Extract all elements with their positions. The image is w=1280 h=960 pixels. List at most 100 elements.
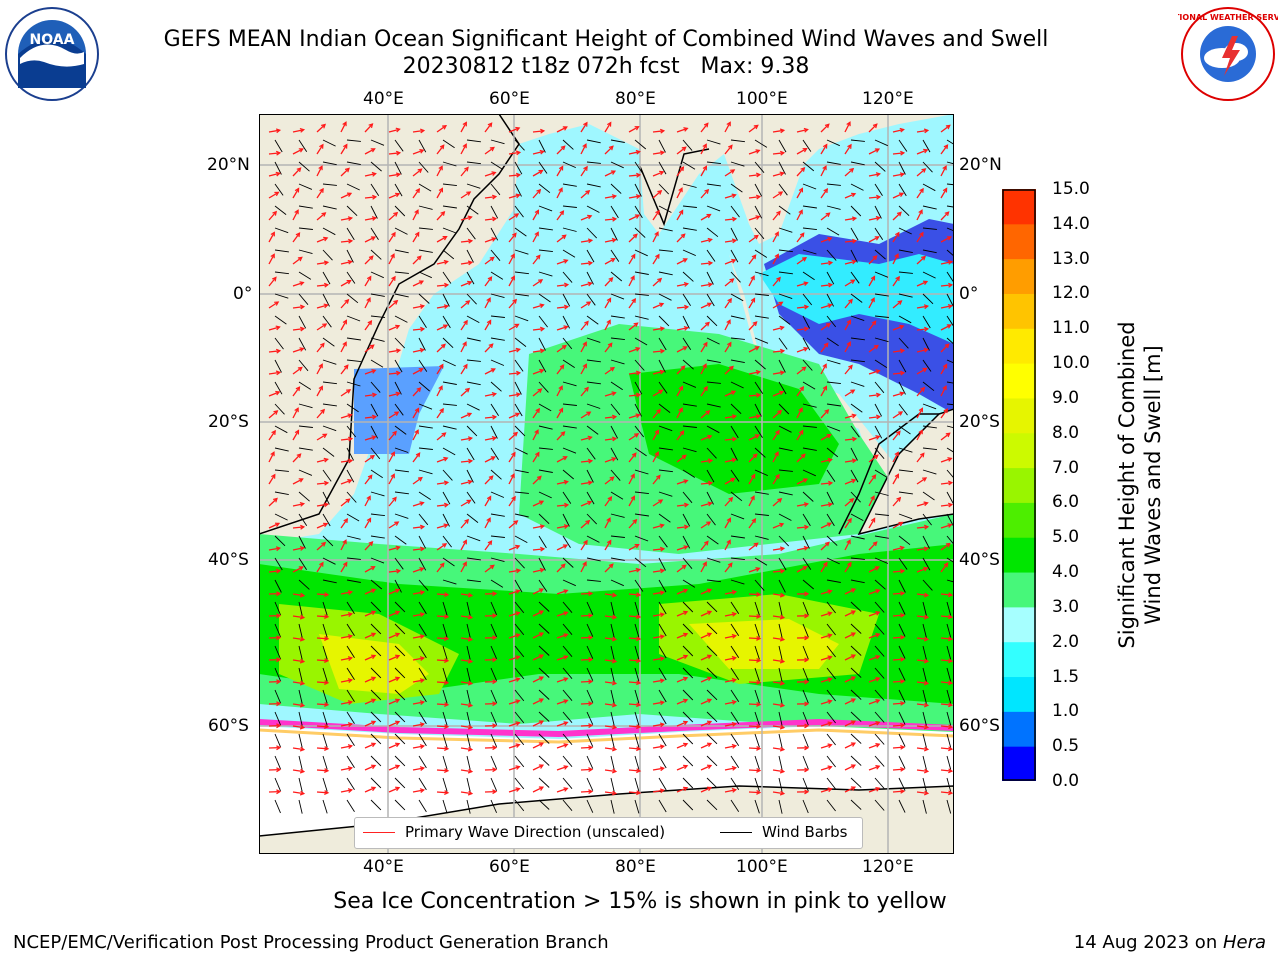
wave-direction-arrow [532, 588, 544, 595]
wind-barb [586, 579, 601, 582]
wave-direction-arrowhead [583, 539, 588, 545]
wave-direction-arrowhead [659, 546, 666, 552]
wind-barb [778, 337, 788, 350]
wind-barb [562, 711, 573, 723]
wave-direction-arrow [484, 540, 493, 551]
wind-barb [754, 601, 760, 616]
wave-direction-arrow [892, 724, 905, 727]
wind-barb [634, 161, 644, 174]
wave-direction-arrowhead [587, 435, 593, 441]
wind-barb [802, 205, 817, 209]
wind-barb [946, 447, 954, 453]
wave-direction-arrowhead [827, 677, 833, 683]
wind-barb [826, 315, 837, 328]
wave-direction-arrowhead [923, 680, 930, 686]
wave-direction-arrowhead [899, 324, 905, 330]
wave-direction-arrow [388, 253, 395, 265]
wind-barb [802, 469, 816, 477]
wave-direction-arrow [580, 215, 592, 221]
wind-barb [850, 205, 862, 217]
wave-direction-arrowhead [464, 518, 470, 524]
wind-barb [514, 447, 528, 455]
wave-direction-arrow [580, 501, 592, 507]
wind-barb [514, 557, 525, 569]
colorbar-tick-label: 6.0 [1052, 492, 1080, 513]
wave-direction-arrow [316, 681, 329, 684]
wind-barb [394, 557, 404, 570]
wave-direction-arrowhead [870, 297, 875, 303]
wave-direction-arrow [556, 699, 568, 705]
wind-barb [826, 623, 836, 636]
wind-barb [298, 447, 313, 451]
wave-direction-arrow [532, 548, 544, 551]
wave-direction-arrowhead [774, 253, 779, 259]
wave-direction-arrowhead [779, 325, 785, 331]
wave-direction-arrowhead [296, 453, 302, 459]
wave-direction-arrow [460, 364, 468, 375]
wave-direction-arrowhead [370, 148, 376, 153]
wave-direction-arrow [748, 298, 756, 309]
wind-barb [442, 469, 453, 481]
wind-barb [682, 469, 696, 478]
wave-direction-arrow [892, 372, 904, 375]
wave-direction-arrow [388, 633, 400, 639]
wave-direction-arrowhead [779, 128, 786, 134]
wave-direction-arrow [412, 452, 421, 463]
wave-direction-arrow [388, 451, 395, 463]
wave-direction-arrow [364, 764, 376, 771]
wave-direction-arrowhead [606, 297, 612, 303]
wave-direction-arrow [700, 588, 712, 595]
wind-barb [418, 513, 429, 526]
wind-barb [538, 623, 550, 634]
wave-direction-arrow [892, 474, 899, 485]
wave-direction-arrowhead [683, 479, 689, 484]
wave-direction-arrowhead [586, 411, 592, 416]
wave-direction-arrowhead [539, 368, 545, 374]
wind-barb [802, 271, 815, 281]
wave-direction-arrowhead [347, 744, 354, 749]
wave-direction-arrow [772, 191, 783, 199]
wind-barb [490, 557, 505, 563]
wave-direction-arrowhead [467, 658, 474, 664]
wave-direction-arrow [292, 347, 304, 353]
wave-direction-arrow [748, 434, 760, 441]
wind-barb [826, 381, 841, 385]
wave-direction-arrow [364, 742, 376, 749]
wind-barb [346, 733, 355, 747]
wave-direction-arrowhead [319, 342, 325, 348]
wave-direction-arrow [868, 474, 877, 485]
wave-direction-arrowhead [923, 768, 930, 774]
wind-barb [634, 425, 645, 438]
wave-direction-arrowhead [515, 765, 521, 770]
wave-direction-arrow [436, 524, 448, 529]
wave-direction-arrowhead [419, 501, 425, 506]
wave-direction-arrow [844, 786, 856, 793]
wind-barb [394, 491, 409, 495]
wind-barb [898, 381, 906, 395]
wave-direction-arrowhead [923, 128, 930, 134]
wave-direction-arrow [292, 747, 304, 751]
wind-barb [514, 733, 525, 746]
wave-direction-arrowhead [706, 521, 712, 526]
wind-barb [778, 755, 783, 770]
wind-barb [874, 447, 885, 459]
wave-direction-arrow [340, 438, 352, 441]
wind-barb [922, 711, 927, 726]
wind-barb [370, 711, 382, 723]
wave-direction-arrow [580, 520, 590, 529]
wind-barb [634, 557, 647, 568]
wave-direction-arrow [772, 451, 779, 463]
wave-direction-arrow [532, 654, 544, 661]
wave-direction-arrow [316, 386, 323, 397]
wave-direction-arrow [628, 637, 641, 640]
wind-barb [874, 513, 889, 516]
wind-barb [322, 381, 337, 385]
wave-direction-arrow [844, 299, 853, 309]
wave-direction-arrowhead [443, 523, 449, 529]
wind-barb [394, 249, 409, 254]
wind-barb [274, 799, 281, 814]
wave-direction-arrow [388, 655, 400, 661]
wind-barb [586, 689, 594, 703]
wave-direction-arrow [388, 193, 400, 199]
wave-direction-arrow [868, 677, 880, 683]
